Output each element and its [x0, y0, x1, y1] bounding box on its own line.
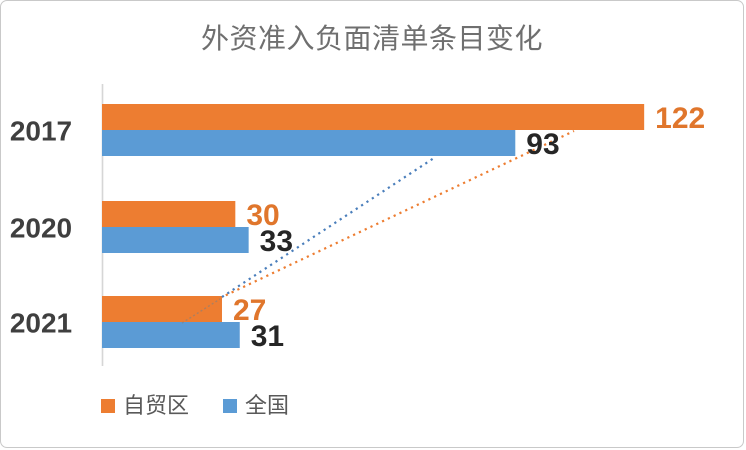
bar-ftz-2017 — [102, 104, 645, 130]
value-label-ftz-2021: 27 — [233, 294, 266, 327]
legend-label-national: 全国 — [245, 393, 290, 418]
category-label-2017: 2017 — [10, 116, 72, 147]
trend-line-ftz — [219, 130, 575, 299]
value-label-national-2017: 93 — [526, 128, 559, 161]
legend-swatch-ftz — [101, 399, 115, 413]
value-label-ftz-2017: 122 — [655, 102, 705, 135]
bar-ftz-2021 — [102, 296, 222, 322]
legend-swatch-national — [223, 399, 238, 413]
legend-item-national: 全国 — [223, 395, 289, 417]
value-label-national-2020: 33 — [260, 225, 293, 258]
trend-line-tail — [181, 298, 221, 324]
value-label-ftz-2020: 30 — [246, 199, 279, 232]
value-label-national-2021: 31 — [251, 320, 284, 353]
trend-line-national — [221, 157, 435, 298]
legend-item-ftz: 自贸区 — [101, 395, 189, 417]
bar-national-2021 — [102, 322, 240, 348]
legend: 自贸区 全国 — [101, 395, 289, 417]
bar-national-2017 — [102, 130, 516, 156]
bar-national-2020 — [102, 227, 249, 253]
category-label-2021: 2021 — [10, 308, 72, 339]
chart-title: 外资准入负面清单条目变化 — [200, 23, 543, 54]
legend-label-ftz: 自贸区 — [123, 393, 190, 418]
category-label-2020: 2020 — [10, 213, 72, 244]
bar-ftz-2020 — [102, 201, 236, 227]
